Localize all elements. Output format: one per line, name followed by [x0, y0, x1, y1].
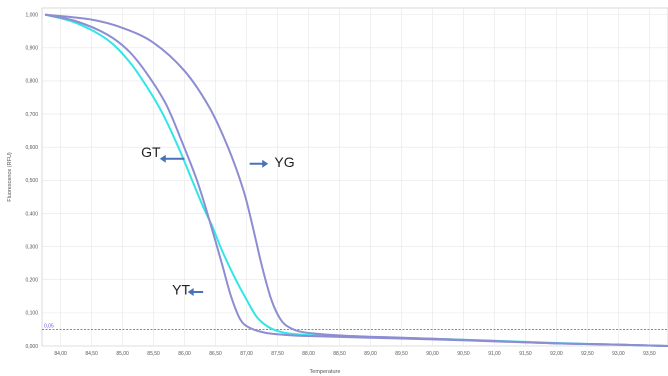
x-tick-label-18: 93,00	[612, 351, 625, 357]
x-tick-label-13: 90,50	[457, 351, 470, 357]
x-tick-label-8: 88,00	[302, 351, 315, 357]
x-tick-label-10: 89,00	[364, 351, 377, 357]
x-tick-label-12: 90,00	[426, 351, 439, 357]
y-tick-label-2: 0,200	[25, 278, 38, 284]
threshold-label: 0,05	[44, 323, 54, 329]
x-tick-label-3: 85,50	[147, 351, 160, 357]
x-axis-label: Temperature	[310, 369, 341, 375]
annotation-yg: YG	[274, 154, 294, 170]
annotation-arrow-head-1	[262, 159, 269, 168]
y-tick-label-0: 0,000	[25, 344, 38, 350]
x-tick-label-15: 91,50	[519, 351, 532, 357]
threshold-line: 0,05	[42, 323, 668, 330]
x-tick-label-6: 87,00	[240, 351, 253, 357]
y-axis-ticks: 0,000 0,100 0,200 0,300 0,400 0,500 0,600 0,700…	[25, 12, 38, 349]
annotation-gt: GT	[141, 144, 161, 160]
curve-annotations: GT YG YT	[141, 144, 294, 298]
y-tick-label-6: 0,600	[25, 145, 38, 151]
y-tick-label-4: 0,400	[25, 211, 38, 217]
x-tick-label-19: 93,50	[643, 351, 656, 357]
x-tick-label-9: 88,50	[333, 351, 346, 357]
annotation-arrow-head-2	[187, 287, 194, 296]
x-tick-label-16: 92,00	[550, 351, 563, 357]
x-tick-label-0: 84,00	[54, 351, 67, 357]
y-axis-label: Fluorescence (RFU)	[7, 152, 13, 202]
x-tick-label-17: 92,50	[581, 351, 594, 357]
x-axis-ticks: 84,00 84,50 85,00 85,50 86,00 86,50 87,00 87,50…	[54, 351, 656, 357]
y-tick-label-8: 0,800	[25, 79, 38, 85]
series-lines	[44, 13, 668, 347]
x-tick-label-7: 87,50	[271, 351, 284, 357]
x-tick-label-5: 86,50	[209, 351, 222, 357]
annotation-yt: YT	[172, 282, 190, 298]
y-tick-label-3: 0,300	[25, 244, 38, 250]
x-tick-label-4: 86,00	[178, 351, 191, 357]
x-tick-label-1: 84,50	[85, 351, 98, 357]
annotation-arrow-head-0	[159, 154, 166, 163]
y-tick-label-7: 0,700	[25, 112, 38, 118]
x-tick-label-14: 91,00	[488, 351, 501, 357]
plot-area	[41, 7, 668, 347]
x-tick-label-2: 85,00	[116, 351, 129, 357]
y-tick-label-1: 0,100	[25, 311, 38, 317]
series-line-2	[44, 13, 668, 347]
y-tick-label-9: 0,900	[25, 46, 38, 52]
x-tick-label-11: 89,50	[395, 351, 408, 357]
grid-lines	[42, 8, 668, 347]
y-tick-label-10: 1,000	[25, 12, 38, 18]
y-tick-label-5: 0,500	[25, 178, 38, 184]
